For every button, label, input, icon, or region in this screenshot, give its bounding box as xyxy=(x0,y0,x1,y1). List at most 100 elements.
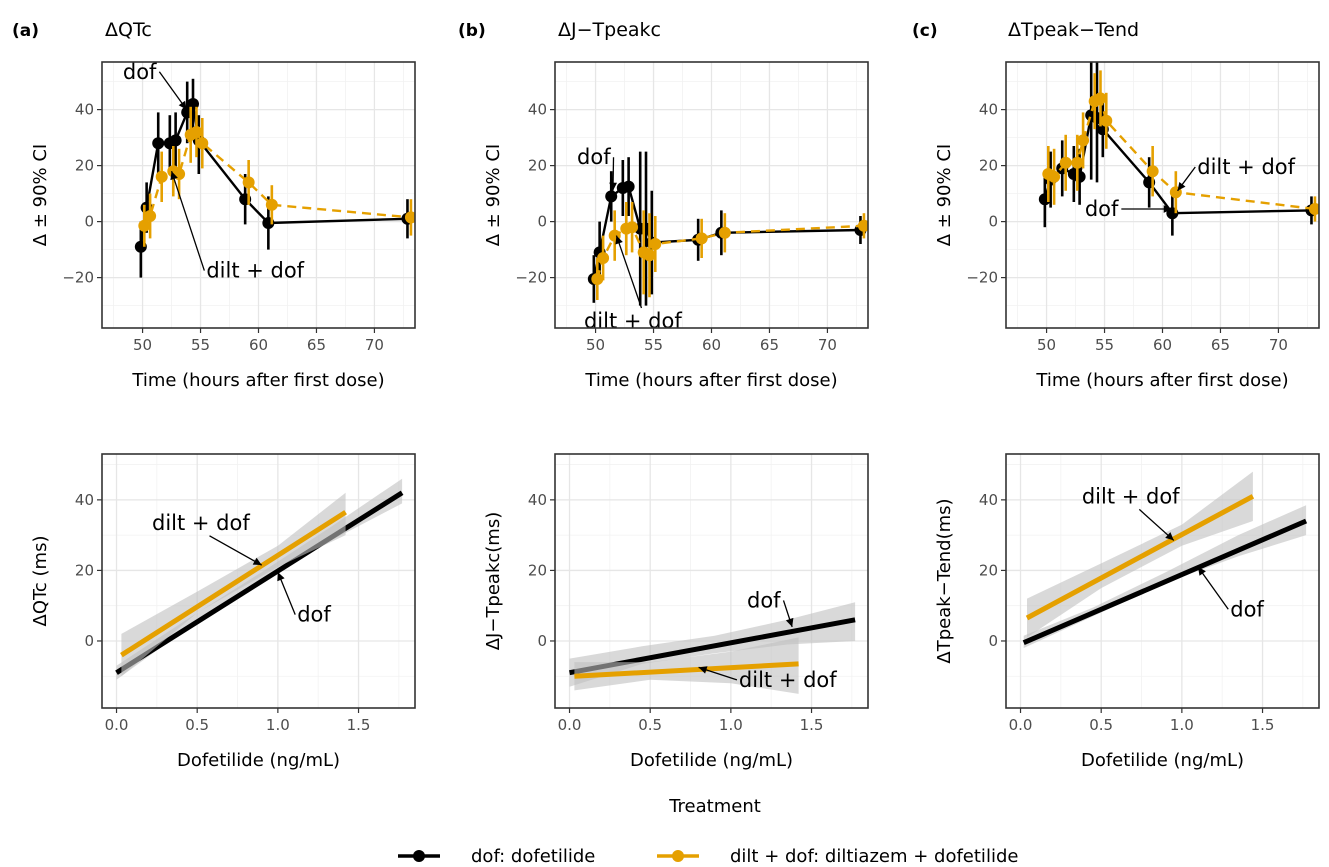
y-tick-label: 20 xyxy=(528,157,547,175)
annotation-arrow-line xyxy=(170,170,205,271)
y-tick-label: 20 xyxy=(75,561,94,579)
annotation-arrowhead xyxy=(785,617,794,627)
x-tick-label: 60 xyxy=(1153,336,1172,354)
annotation-arrowhead xyxy=(252,557,262,566)
data-point-dilt_dof xyxy=(649,238,662,250)
panel-title: ΔJ−Tpeakc xyxy=(558,19,661,41)
annotation-arrowhead xyxy=(698,666,708,674)
x-tick-label: 70 xyxy=(1269,336,1288,354)
y-tick-label: 0 xyxy=(537,632,547,650)
data-point-dilt_dof xyxy=(591,273,604,285)
panel-title: ΔTpeak−Tend xyxy=(1008,19,1139,41)
x-tick-label: 1.5 xyxy=(800,716,824,734)
data-point-dilt_dof xyxy=(1100,114,1113,127)
plot-area xyxy=(1022,471,1308,648)
y-tick-label: 20 xyxy=(979,561,998,579)
x-tick-label: 0.0 xyxy=(558,716,582,734)
fit-line-dilt_dof xyxy=(120,510,347,658)
legend-swatch-point-dilt_dof xyxy=(672,850,684,862)
x-tick-label: 0.5 xyxy=(185,716,209,734)
x-axis-label: Time (hours after first dose) xyxy=(584,370,837,391)
annotation-arrowhead xyxy=(1163,205,1172,213)
y-tick-label: 0 xyxy=(988,632,998,650)
y-tick-label: 40 xyxy=(75,101,94,119)
fit-line-dof xyxy=(115,490,404,675)
x-axis-label: Dofetilide (ng/mL) xyxy=(630,750,793,771)
x-tick-label: 65 xyxy=(307,336,326,354)
legend-label-dilt_dof: dilt + dof: diltiazem + dofetilide xyxy=(730,846,1018,867)
data-point-dof xyxy=(622,180,635,193)
y-tick-label: −20 xyxy=(515,269,547,287)
data-point-dilt_dof xyxy=(626,221,639,234)
panels: dof dilt + dof 50 55 60 65 70 −20 0 20 40 Time (hou… xyxy=(12,19,1320,771)
annotation-label: dilt + dof xyxy=(152,511,250,535)
panel-frame xyxy=(101,453,416,709)
x-tick-label: 50 xyxy=(133,336,152,354)
panel-label: (a) xyxy=(12,21,39,41)
data-point-dof xyxy=(152,137,165,150)
data-point-dilt_dof xyxy=(695,232,708,245)
data-point-dilt_dof xyxy=(242,176,255,189)
annotation-arrowhead xyxy=(609,182,617,191)
grid xyxy=(102,62,415,328)
panel-frame xyxy=(554,453,869,709)
annotation-label: dof xyxy=(297,603,331,627)
annotation-label: dilt + dof xyxy=(1082,484,1180,508)
data-point-dof xyxy=(605,190,618,203)
data-point-dilt_dof xyxy=(718,226,731,239)
x-tick-label: 1.0 xyxy=(266,716,290,734)
x-tick-label: 1.5 xyxy=(347,716,371,734)
panel-3: dilt + dof dof 50 55 60 65 70 −20 0 20 40 Time (hou… xyxy=(912,19,1320,391)
annotation-arrow-line xyxy=(615,235,643,309)
ci-band-dilt_dof xyxy=(574,637,799,694)
annotation-label: dilt + dof xyxy=(1197,155,1295,179)
data-point-dilt_dof xyxy=(1077,134,1090,147)
y-tick-label: 40 xyxy=(979,101,998,119)
y-axis-label: ΔQTc (ms) xyxy=(30,536,51,627)
annotation-label: dilt + dof xyxy=(584,309,682,333)
y-tick-label: 0 xyxy=(84,213,94,231)
x-tick-label: 60 xyxy=(249,336,268,354)
x-tick-label: 70 xyxy=(818,336,837,354)
y-tick-label: 0 xyxy=(537,213,547,231)
data-point-dilt_dof xyxy=(155,170,168,183)
annotation-label: dof xyxy=(1085,197,1119,221)
data-point-dilt_dof xyxy=(404,211,415,224)
data-point-dof xyxy=(169,134,182,147)
annotation-arrowhead xyxy=(1165,532,1174,541)
panel-1: dof dilt + dof 50 55 60 65 70 −20 0 20 40 Time (hou… xyxy=(12,19,416,391)
legend-swatch-point-dof xyxy=(413,850,425,862)
panel-5: dof dilt + dof 0.0 0.5 1.0 1.5 0 20 40 Dofetilide… xyxy=(483,453,869,771)
annotation-arrowhead xyxy=(178,100,187,110)
panel-2: dof dilt + dof 50 55 60 65 70 −20 0 20 40 Time (hou… xyxy=(458,19,869,391)
y-tick-label: 20 xyxy=(979,157,998,175)
x-axis-label: Dofetilide (ng/mL) xyxy=(177,750,340,771)
panel-frame xyxy=(1005,453,1320,709)
data-point-dilt_dof xyxy=(265,198,278,211)
annotation-label: dilt + dof xyxy=(739,668,837,692)
data-point-dilt_dof xyxy=(1146,165,1159,178)
plot-area xyxy=(1038,62,1319,236)
fit-line-dof xyxy=(1022,518,1308,645)
annotation-arrowhead xyxy=(615,235,623,245)
x-tick-label: 55 xyxy=(1095,336,1114,354)
data-point-dilt_dof xyxy=(190,126,203,138)
data-point-dilt_dof xyxy=(138,219,151,232)
annotation-label: dof xyxy=(1230,597,1264,621)
grid xyxy=(1006,454,1319,708)
x-tick-label: 55 xyxy=(644,336,663,354)
x-tick-label: 0.0 xyxy=(105,716,129,734)
annotation-arrow-line xyxy=(209,535,263,566)
x-tick-label: 50 xyxy=(586,336,605,354)
panel-label: (c) xyxy=(912,21,938,41)
data-point-dilt_dof xyxy=(1094,92,1107,105)
grid xyxy=(1006,62,1319,328)
panel-title: ΔQTc xyxy=(105,19,152,41)
y-tick-label: 0 xyxy=(988,213,998,231)
panel-4: dilt + dof dof 0.0 0.5 1.0 1.5 0 20 40 Dofetilide… xyxy=(30,453,416,771)
x-axis-label: Dofetilide (ng/mL) xyxy=(1081,750,1244,771)
x-tick-label: 0.0 xyxy=(1009,716,1033,734)
y-axis-label: Δ ± 90% CI xyxy=(934,144,955,246)
x-tick-label: 65 xyxy=(1211,336,1230,354)
